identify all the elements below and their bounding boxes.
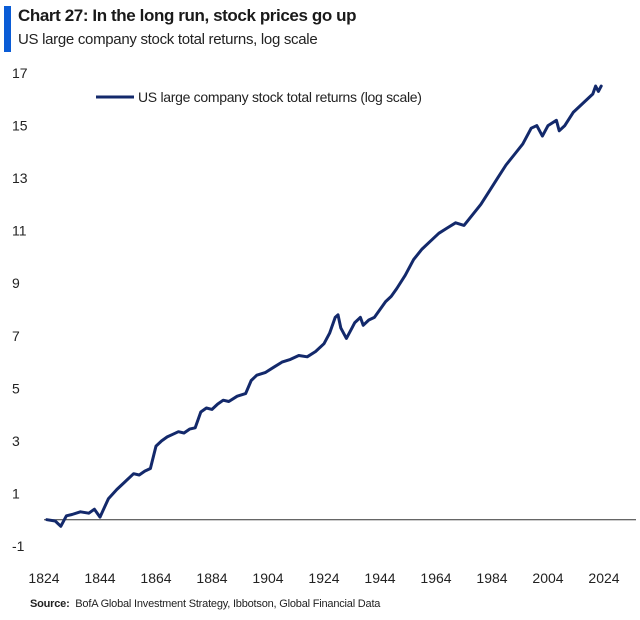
y-tick-label: -1 xyxy=(12,538,25,554)
x-tick-label: 2024 xyxy=(588,570,619,586)
title-accent-bar xyxy=(4,6,11,52)
y-tick-label: 17 xyxy=(12,65,28,81)
x-tick-label: 1924 xyxy=(308,570,339,586)
legend: US large company stock total returns (lo… xyxy=(96,89,422,105)
y-tick-label: 5 xyxy=(12,380,20,396)
x-tick-label: 1864 xyxy=(140,570,171,586)
x-tick-label: 1964 xyxy=(420,570,451,586)
x-tick-label: 1904 xyxy=(252,570,283,586)
x-tick-label: 1944 xyxy=(364,570,395,586)
source-note: Source: BofA Global Investment Strategy,… xyxy=(30,598,380,610)
legend-label: US large company stock total returns (lo… xyxy=(138,89,422,105)
y-tick-label: 7 xyxy=(12,328,20,344)
y-tick-label: 3 xyxy=(12,433,20,449)
x-tick-label: 1824 xyxy=(28,570,59,586)
x-tick-label: 1844 xyxy=(84,570,115,586)
y-tick-label: 11 xyxy=(12,223,27,239)
y-tick-label: 13 xyxy=(12,170,28,186)
chart-title: Chart 27: In the long run, stock prices … xyxy=(18,6,357,25)
source-label: Source: xyxy=(30,598,70,610)
x-tick-label: 1884 xyxy=(196,570,227,586)
source-text: BofA Global Investment Strategy, Ibbotso… xyxy=(75,598,381,610)
x-axis-ticks: 1824 1844 1864 1884 1904 1924 1944 1964 1984 2004… xyxy=(28,570,619,586)
chart-subtitle: US large company stock total returns, lo… xyxy=(18,31,318,48)
x-tick-label: 1984 xyxy=(476,570,507,586)
y-tick-label: 9 xyxy=(12,275,20,291)
y-tick-label: 15 xyxy=(12,118,28,134)
x-tick-label: 2004 xyxy=(532,570,563,586)
series-line xyxy=(45,84,603,528)
y-tick-label: 1 xyxy=(12,485,20,501)
